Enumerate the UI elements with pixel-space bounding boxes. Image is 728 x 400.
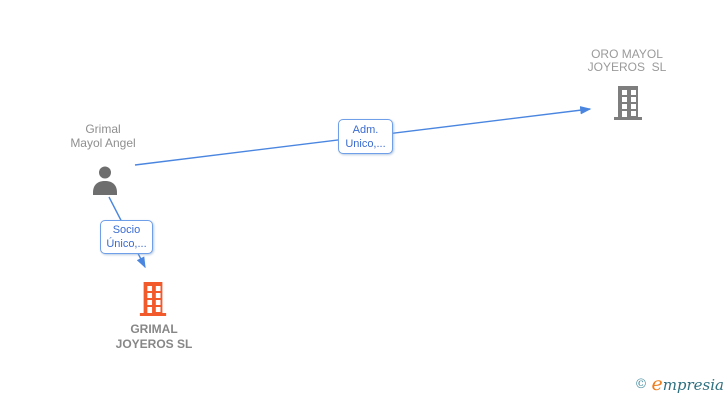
empresia-logo[interactable]: © empresia [634,373,724,395]
building-icon-oro-mayol[interactable] [612,86,644,120]
empresia-logo-text: mpresia [662,376,724,394]
edge-label-socio-unico[interactable]: Socio Único,... [100,220,153,254]
copyright-icon: © [634,377,648,392]
company-node-label-oro-mayol[interactable]: ORO MAYOL JOYEROS SL [587,47,667,74]
empresia-logo-initial: e [651,373,663,395]
building-icon-grimal-joyeros[interactable] [138,282,168,316]
person-node-label[interactable]: Grimal Mayol Angel [70,122,136,150]
person-icon[interactable] [91,166,119,195]
company-node-label-grimal-joyeros[interactable]: GRIMAL JOYEROS SL [115,322,193,351]
edge-label-adm-unico[interactable]: Adm. Unico,... [338,119,393,154]
